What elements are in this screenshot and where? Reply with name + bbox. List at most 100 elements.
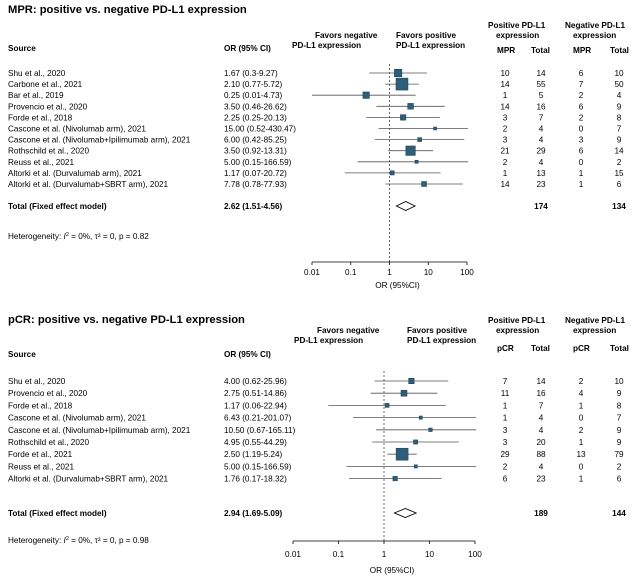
study-row: Cascone et al. (Nivolumab+Ipilimumab arm… — [8, 426, 622, 435]
neg-events: 1 — [579, 475, 584, 484]
study-name: Reuss et al., 2021 — [8, 158, 74, 167]
pos-events: 14 — [500, 180, 510, 189]
pos-events: 14 — [500, 80, 510, 89]
point-estimate-marker — [418, 415, 423, 420]
positive-group-header: expression — [496, 326, 539, 335]
point-estimate-marker — [408, 378, 415, 384]
point-estimate-marker — [392, 476, 398, 482]
neg-total: 8 — [617, 113, 622, 122]
summary-diamond — [395, 201, 417, 211]
favors-left-header: Favors negative — [315, 31, 378, 40]
study-row: Rothschild et al., 2020 4.95 (0.55-44.29)… — [8, 438, 622, 447]
study-name: Cascone et al. (Nivolumab arm), 2021 — [8, 414, 146, 423]
total-label: Total (Fixed effect model) — [8, 509, 107, 518]
x-axis-label: OR (95%CI) — [370, 566, 415, 575]
pos-total: 4 — [539, 414, 544, 423]
neg-events: 6 — [579, 147, 584, 156]
study-row: Cascone et al. (Nivolumab+Ipilimumab arm… — [8, 136, 622, 145]
pos-total-header: Total — [531, 46, 550, 55]
pos-total: 16 — [536, 389, 546, 398]
study-row: Shu et al., 2020 4.00 (0.62-25.96) 7 14 2 10 — [8, 377, 624, 386]
neg-total: 8 — [617, 401, 622, 410]
study-or: 0.25 (0.01-4.73) — [224, 91, 283, 100]
study-or: 6.00 (0.42-85.25) — [224, 136, 287, 145]
pos-events: 10 — [500, 69, 510, 78]
study-name: Altorki et al. (Durvalumab+SBRT arm), 20… — [8, 475, 169, 484]
pos-total: 7 — [539, 113, 544, 122]
neg-events: 2 — [579, 377, 584, 386]
neg-events: 6 — [579, 102, 584, 111]
study-or: 10.50 (0.67-165.11) — [224, 426, 296, 435]
point-estimate-marker — [428, 427, 433, 432]
point-estimate-marker — [362, 91, 370, 99]
neg-total: 9 — [617, 136, 622, 145]
heterogeneity-text: Heterogeneity: I2 = 0%, τ² = 0, p = 0.98 — [8, 536, 149, 545]
favors-right-header: PD-L1 expression — [407, 336, 476, 345]
neg-events: 3 — [579, 136, 584, 145]
pos-total: 55 — [536, 80, 546, 89]
study-or: 5.00 (0.15-166.59) — [224, 462, 292, 471]
neg-total: 9 — [617, 438, 622, 447]
or-header: OR (95% CI) — [224, 44, 271, 53]
panel-title: pCR: positive vs. negative PD-L1 express… — [8, 314, 245, 326]
neg-events: 0 — [579, 462, 584, 471]
study-row: Carbone et al., 2021 2.10 (0.77-5.72) 14 55… — [8, 77, 624, 91]
study-name: Forde et al., 2021 — [8, 450, 73, 459]
pos-total-header: Total — [531, 344, 550, 353]
point-estimate-marker — [407, 103, 414, 110]
study-or: 4.00 (0.62-25.96) — [224, 377, 287, 386]
source-header: Source — [8, 350, 36, 359]
study-or: 1.67 (0.3-9.27) — [224, 69, 278, 78]
negative-group-header: expression — [573, 31, 616, 40]
x-tick-label: 100 — [460, 268, 474, 277]
neg-total: 6 — [617, 180, 622, 189]
neg-events: 1 — [579, 169, 584, 178]
neg-events-header: pCR — [573, 344, 590, 353]
neg-total: 14 — [614, 147, 624, 156]
pos-events: 3 — [503, 438, 508, 447]
negative-group-header: expression — [573, 326, 616, 335]
study-row: Altorki et al. (Durvalumab+SBRT arm), 20… — [8, 475, 622, 484]
pos-events: 1 — [503, 91, 508, 100]
favors-right-header: Favors positive — [396, 31, 457, 40]
study-name: Forde et al., 2018 — [8, 401, 73, 410]
neg-total: 9 — [617, 102, 622, 111]
study-row: Forde et al., 2018 1.17 (0.06-22.94) 1 7 1 8 — [8, 401, 622, 410]
x-tick-label: 100 — [468, 550, 482, 559]
study-or: 4.95 (0.55-44.29) — [224, 438, 287, 447]
positive-group-header: Positive PD-L1 — [488, 316, 546, 325]
neg-events: 2 — [579, 113, 584, 122]
x-tick-label: 10 — [424, 268, 434, 277]
study-row: Altorki et al. (Durvalumab arm), 2021 1.1… — [8, 169, 624, 178]
study-row: Shu et al., 2020 1.67 (0.3-9.27) 10 14 6 10 — [8, 69, 624, 78]
neg-total: 6 — [617, 475, 622, 484]
point-estimate-marker — [384, 403, 390, 408]
neg-events: 2 — [579, 426, 584, 435]
pos-total: 16 — [536, 102, 546, 111]
study-or: 1.76 (0.17-18.32) — [224, 475, 287, 484]
study-or: 3.50 (0.46-26.62) — [224, 102, 287, 111]
neg-events: 0 — [579, 158, 584, 167]
neg-total-header: Total — [610, 344, 629, 353]
favors-left-header: PD-L1 expression — [294, 336, 363, 345]
total-neg: 134 — [612, 202, 626, 211]
pos-events: 3 — [503, 136, 508, 145]
total-row: Total (Fixed effect model) 2.94 (1.69-5.0… — [8, 508, 626, 518]
pos-total: 13 — [536, 169, 546, 178]
pos-events-header: pCR — [497, 344, 514, 353]
pos-events: 11 — [501, 389, 510, 398]
study-row: Reuss et al., 2021 5.00 (0.15-166.59) 2 4 0 2 — [8, 158, 622, 167]
favors-right-header: Favors positive — [407, 326, 468, 335]
point-estimate-marker — [433, 126, 437, 131]
pos-events-header: MPR — [497, 46, 515, 55]
pos-total: 14 — [536, 69, 546, 78]
pos-events: 1 — [503, 401, 508, 410]
pos-total: 4 — [539, 158, 544, 167]
total-neg: 144 — [612, 509, 626, 518]
pos-total: 88 — [536, 450, 546, 459]
pos-events: 2 — [503, 125, 508, 134]
total-pos: 189 — [534, 509, 548, 518]
point-estimate-marker — [421, 181, 427, 187]
pos-total: 4 — [539, 136, 544, 145]
total-label: Total (Fixed effect model) — [8, 202, 107, 211]
